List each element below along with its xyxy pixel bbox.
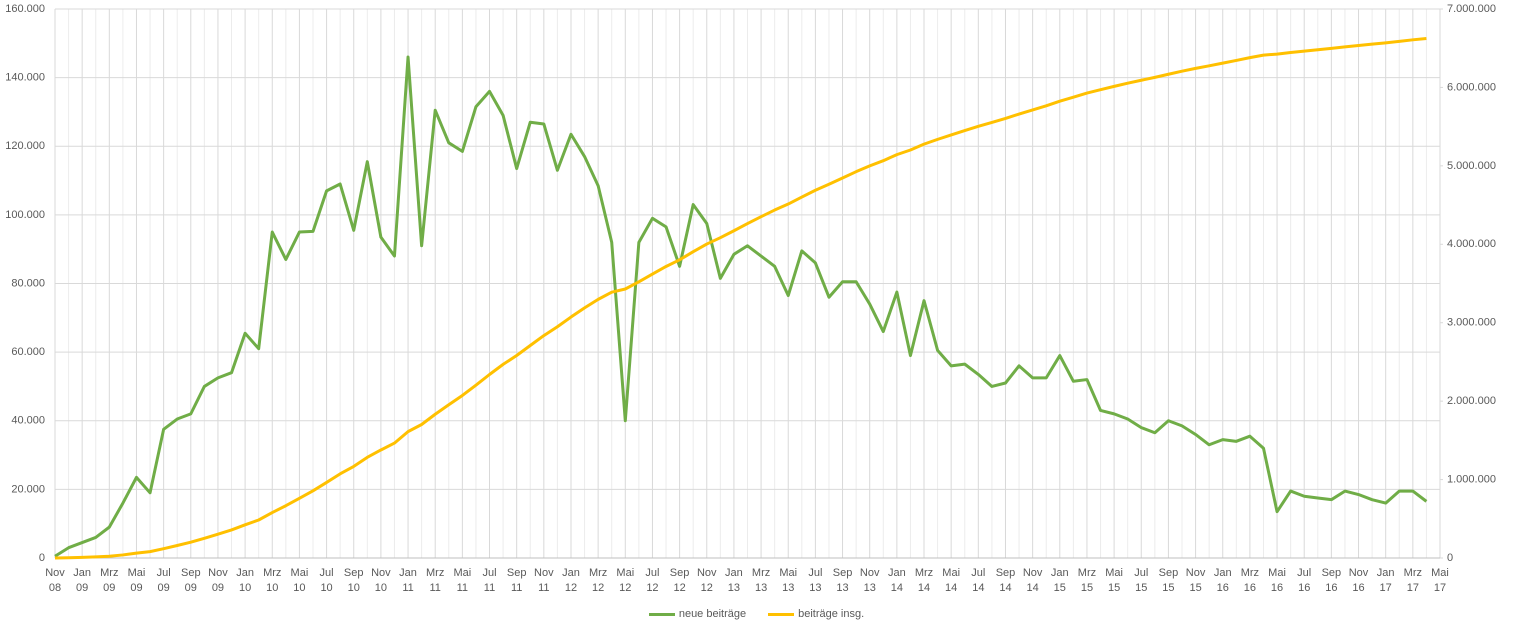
legend-swatch: [768, 612, 795, 616]
y2-tick-label: 5.000.000: [1447, 160, 1496, 172]
x-tick-label: Mai 12: [616, 567, 635, 594]
x-tick-label: Jan 10: [236, 567, 254, 594]
x-tick-label: Sep 11: [506, 567, 527, 594]
y-tick-label: 160.000: [5, 3, 45, 15]
x-tick-label: Mrz 17: [1403, 567, 1422, 594]
x-tick-label: Mrz 12: [588, 567, 608, 594]
x-tick-label: Jan 15: [1050, 567, 1069, 594]
x-tick-label: Mrz 10: [263, 567, 282, 594]
y-tick-label: 120.000: [5, 140, 45, 152]
legend-item: beiträge insg.: [768, 608, 864, 620]
x-tick-label: Jan 16: [1213, 567, 1232, 594]
x-tick-label: Mrz 16: [1240, 567, 1260, 594]
x-tick-label: Sep 16: [1321, 567, 1342, 594]
x-tick-label: Jul 13: [808, 567, 823, 594]
x-tick-label: Jan 13: [725, 567, 743, 594]
x-tick-label: Mrz 14: [914, 567, 934, 594]
x-tick-label: Sep 14: [995, 567, 1016, 594]
x-tick-label: Jul 10: [319, 567, 334, 594]
x-tick-label: Jan 14: [887, 567, 906, 594]
x-tick-label: Sep 13: [832, 567, 853, 594]
legend-label: beiträge insg.: [798, 608, 865, 620]
x-tick-label: Mai 16: [1268, 567, 1286, 594]
y-tick-label: 80.000: [11, 277, 45, 289]
x-tick-label: Jan 17: [1376, 567, 1395, 594]
x-tick-label: Jul 15: [1134, 567, 1149, 594]
x-tick-label: Mai 09: [127, 567, 146, 594]
y2-tick-label: 4.000.000: [1447, 238, 1496, 250]
x-tick-label: Jan 12: [562, 567, 580, 594]
x-tick-label: Nov 14: [1022, 567, 1043, 594]
y-tick-label: 20.000: [11, 483, 45, 495]
x-tick-label: Mrz 09: [100, 567, 119, 594]
x-tick-label: Mrz 15: [1077, 567, 1097, 594]
series-line: [54, 55, 1428, 558]
y-tick-label: 60.000: [11, 346, 45, 358]
y-tick-label: 140.000: [5, 72, 45, 84]
y-tick-label: 40.000: [11, 415, 45, 427]
x-tick-label: Mai 15: [1105, 567, 1123, 594]
x-tick-label: Nov 09: [208, 567, 228, 594]
x-tick-label: Nov 16: [1348, 567, 1369, 594]
x-tick-label: Jan 09: [73, 567, 92, 594]
legend: neue beiträge beiträge insg.: [0, 608, 1513, 620]
y2-tick-label: 3.000.000: [1447, 317, 1496, 329]
legend-label: neue beiträge: [678, 608, 747, 620]
x-tick-label: Jan 11: [399, 567, 417, 594]
x-tick-label: Sep 12: [669, 567, 690, 594]
x-tick-label: Jul 11: [482, 567, 497, 594]
x-tick-label: Jul 12: [645, 567, 660, 594]
y2-tick-label: 1.000.000: [1447, 473, 1496, 485]
y-tick-label: 100.000: [5, 209, 45, 221]
x-tick-label: Mai 11: [453, 567, 472, 594]
y2-tick-label: 7.000.000: [1447, 3, 1496, 15]
series-line: [54, 37, 1427, 560]
x-tick-label: Jul 09: [156, 567, 171, 594]
y2-tick-label: 6.000.000: [1447, 81, 1496, 93]
y2-tick-label: 2.000.000: [1447, 395, 1496, 407]
x-tick-label: Mai 14: [942, 567, 961, 594]
x-tick-label: Nov 08: [45, 567, 65, 594]
x-tick-label: Mai 13: [779, 567, 798, 594]
x-tick-label: Nov 10: [371, 567, 391, 594]
x-tick-label: Jul 14: [971, 567, 986, 594]
legend-swatch: [648, 612, 675, 616]
x-tick-label: Sep 09: [180, 567, 201, 594]
x-tick-label: Nov 11: [534, 567, 554, 594]
x-tick-label: Mrz 13: [751, 567, 771, 594]
y2-tick-label: 0: [1447, 552, 1453, 564]
x-tick-label: Jul 16: [1297, 567, 1312, 594]
x-tick-label: Sep 10: [343, 567, 364, 594]
x-tick-label: Mrz 11: [426, 567, 445, 594]
x-tick-label: Nov 12: [696, 567, 717, 594]
legend-item: neue beiträge: [648, 608, 747, 620]
y-tick-label: 0: [39, 552, 45, 564]
x-tick-label: Mai 17: [1431, 567, 1449, 594]
x-tick-label: Mai 10: [290, 567, 309, 594]
x-tick-label: Nov 15: [1185, 567, 1206, 594]
x-tick-label: Sep 15: [1158, 567, 1179, 594]
x-tick-label: Nov 13: [859, 567, 880, 594]
